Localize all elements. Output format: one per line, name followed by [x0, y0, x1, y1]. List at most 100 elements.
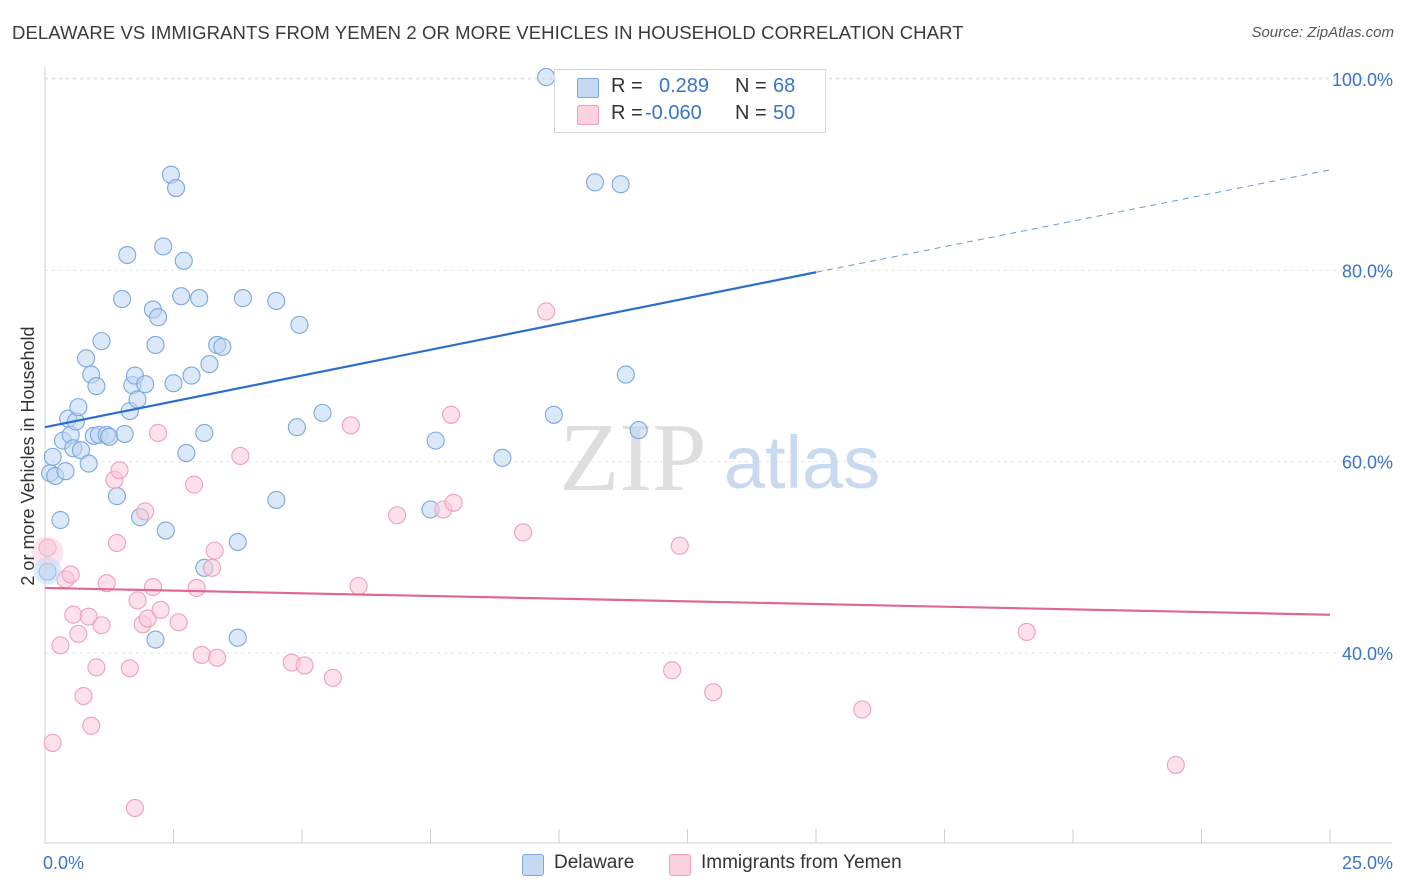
legend-n-value: 68	[773, 75, 796, 97]
delaware-point	[154, 237, 173, 256]
delaware-point	[200, 355, 219, 374]
y-tick-label: 100.0%	[1332, 70, 1393, 90]
delaware-point	[213, 337, 232, 356]
y-tick-label: 40.0%	[1342, 644, 1393, 664]
yemen-point	[1017, 622, 1036, 642]
yemen-point	[43, 733, 62, 752]
source-label: Source: ZipAtlas.com	[1251, 24, 1394, 41]
yemen-point	[537, 302, 556, 321]
watermark-zip: ZIP	[560, 404, 707, 512]
yemen-point	[107, 533, 127, 553]
delaware-point	[611, 175, 630, 194]
delaware-point	[228, 532, 247, 552]
yemen-point	[128, 591, 147, 610]
yemen-point	[79, 607, 98, 626]
delaware-point	[267, 291, 286, 310]
delaware-point	[172, 287, 191, 306]
chart-title: DELAWARE VS IMMIGRANTS FROM YEMEN 2 OR M…	[12, 22, 964, 43]
yemen-point	[38, 538, 57, 557]
stats-legend: R = 0.289 N = 68 R = -0.060 N = 50	[554, 69, 826, 133]
delaware-point	[493, 448, 512, 467]
yemen-point	[136, 502, 155, 521]
yemen-point	[444, 493, 463, 512]
x-tick-labels: 0.0% 25.0%	[43, 853, 1393, 873]
delaware-point	[43, 447, 62, 466]
delaware-point	[107, 487, 127, 506]
yemen-point	[92, 616, 111, 635]
yemen-point	[120, 659, 139, 678]
delaware-point	[87, 377, 106, 396]
yemen-trend-line	[44, 586, 1331, 616]
delaware-point	[190, 289, 209, 308]
yemen-point	[670, 536, 689, 555]
yemen-point	[187, 578, 206, 597]
watermark-atlas: atlas	[724, 421, 880, 504]
legend-swatch-yemen	[577, 105, 599, 125]
delaware-point	[56, 462, 75, 481]
bottom-legend-label: Immigrants from Yemen	[701, 852, 902, 873]
delaware-point	[629, 421, 648, 440]
delaware-point	[100, 427, 119, 446]
yemen-point	[295, 656, 314, 675]
delaware-point	[156, 521, 175, 540]
delaware-point	[33, 556, 62, 585]
delaware-point	[113, 289, 132, 309]
legend-swatch-delaware	[577, 78, 599, 98]
delaware-point	[290, 315, 309, 334]
yemen-point	[208, 648, 227, 667]
legend-r-value: 0.289	[659, 75, 710, 97]
delaware-point	[585, 173, 605, 192]
y-tick-label: 80.0%	[1342, 261, 1393, 281]
yemen-point	[323, 668, 342, 687]
delaware-point	[136, 375, 155, 394]
delaware-trend-extension	[815, 169, 1331, 273]
y-tick-labels: 40.0% 60.0% 80.0% 100.0%	[1332, 70, 1393, 664]
delaware-point	[167, 179, 186, 198]
y-tick-label: 60.0%	[1342, 453, 1393, 473]
delaware-point	[128, 390, 147, 409]
yemen-point	[185, 475, 204, 494]
yemen-point	[110, 461, 129, 480]
watermark: ZIP atlas	[560, 404, 881, 512]
delaware-point	[69, 398, 88, 417]
delaware-point	[164, 374, 183, 393]
yemen-point	[341, 416, 360, 435]
delaware-point	[71, 441, 91, 460]
legend-n-label: N =	[735, 75, 767, 97]
delaware-point	[115, 424, 134, 443]
delaware-point	[79, 454, 98, 473]
bottom-legend-label: Delaware	[554, 852, 635, 873]
yemen-point	[151, 600, 170, 620]
trend-lines	[44, 169, 1331, 616]
delaware-point	[267, 490, 286, 509]
yemen-point	[87, 658, 106, 677]
delaware-point	[149, 308, 168, 327]
grid-lines	[45, 77, 1392, 654]
delaware-point	[426, 431, 445, 450]
yemen-point	[513, 523, 533, 542]
yemen-point	[663, 661, 682, 680]
yemen-point	[125, 798, 144, 818]
y-axis-label: 2 or more Vehicles in Household	[18, 326, 38, 585]
delaware-point	[287, 418, 306, 437]
scatter-points	[31, 68, 1185, 818]
legend-r-value: -0.060	[645, 102, 702, 124]
yemen-point	[205, 541, 224, 560]
bottom-legend-swatch-yemen	[669, 854, 691, 876]
delaware-point	[233, 289, 252, 308]
bottom-legend-swatch-delaware	[522, 854, 544, 876]
yemen-point	[69, 624, 88, 643]
delaware-point	[616, 365, 635, 384]
yemen-point	[61, 565, 80, 584]
delaware-point	[92, 332, 111, 351]
delaware-point	[182, 366, 201, 385]
delaware-point	[313, 403, 332, 422]
delaware-point	[118, 245, 137, 265]
yemen-point	[704, 683, 723, 702]
yemen-point	[82, 716, 101, 735]
yemen-point	[97, 574, 116, 593]
yemen-point	[149, 423, 168, 443]
yemen-point	[349, 576, 368, 596]
yemen-point	[74, 686, 93, 706]
